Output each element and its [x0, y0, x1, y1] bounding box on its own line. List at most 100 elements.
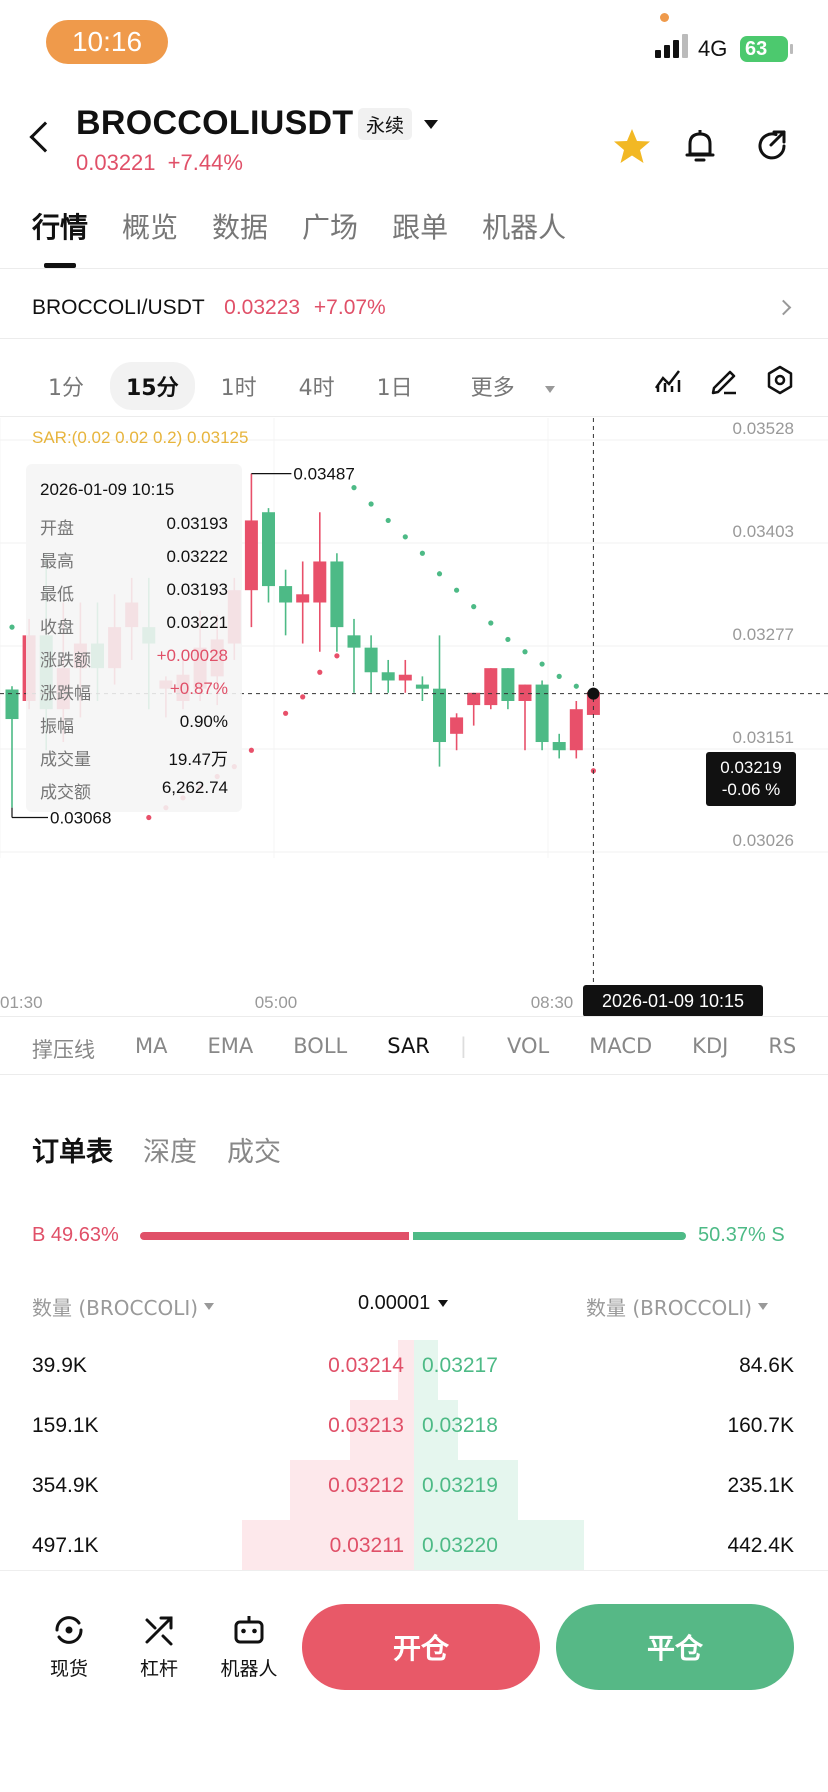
interval-1h[interactable]: 1时 — [220, 376, 257, 401]
sar-dot — [351, 485, 357, 491]
tab-overview[interactable]: 概览 — [122, 211, 179, 244]
indicator-boll[interactable]: BOLL — [293, 1034, 348, 1058]
candle-body — [552, 742, 566, 751]
tab-orderbook[interactable]: 订单表 — [32, 1137, 113, 1168]
sar-indicator-label: SAR:(0.02 0.02 0.2) 0.03125 — [32, 428, 249, 447]
divider — [0, 338, 828, 339]
tab-square[interactable]: 广场 — [302, 211, 359, 244]
info-row: 开盘 0.03193 — [40, 514, 228, 539]
info-value: +0.00028 — [156, 646, 228, 665]
chart-style-icon[interactable] — [652, 364, 684, 396]
x-tick-label: 08:30 — [531, 993, 574, 1012]
spot-pair-row[interactable]: BROCCOLI/USDT 0.03223 +7.07% — [32, 296, 386, 320]
sar-dot — [248, 747, 254, 753]
sell-ratio-label: 50.37% S — [698, 1224, 785, 1246]
interval-15m[interactable]: 15分 — [110, 362, 195, 410]
y-tick-label: 0.03403 — [733, 522, 794, 541]
signal-icon — [655, 34, 688, 58]
contract-type-badge[interactable]: 永续 — [358, 108, 413, 140]
network-type: 4G — [698, 36, 728, 61]
orderbook-row[interactable]: 39.9K 0.03214 0.03217 84.6K — [0, 1340, 828, 1400]
indicator-ema[interactable]: EMA — [207, 1034, 254, 1058]
tab-data[interactable]: 数据 — [212, 211, 269, 244]
open-position-button[interactable]: 开仓 — [302, 1604, 540, 1690]
indicator-ma[interactable]: MA — [135, 1034, 168, 1058]
bid-depth-bar — [350, 1400, 414, 1460]
indicator-support-resistance[interactable]: 撑压线 — [32, 1038, 95, 1062]
orderbook-row[interactable]: 497.1K 0.03211 0.03220 442.4K — [0, 1520, 828, 1580]
info-key: 成交量 — [40, 750, 91, 769]
ask-price[interactable]: 0.03220 — [422, 1534, 498, 1557]
star-icon[interactable] — [612, 126, 652, 166]
crosshair-dot — [587, 687, 600, 700]
tab-depth[interactable]: 深度 — [143, 1137, 197, 1168]
candle-body — [501, 668, 515, 701]
indicator-kdj[interactable]: KDJ — [692, 1034, 729, 1058]
bid-price[interactable]: 0.03213 — [328, 1414, 404, 1437]
tab-copy-trade[interactable]: 跟单 — [392, 211, 449, 244]
bid-price[interactable]: 0.03211 — [329, 1534, 404, 1557]
draw-icon[interactable] — [708, 364, 740, 396]
divider — [0, 268, 828, 269]
spot-icon — [55, 1616, 83, 1644]
candle-body — [433, 688, 446, 743]
bid-price[interactable]: 0.03214 — [328, 1354, 404, 1377]
sar-dot — [436, 571, 443, 577]
info-row: 涨跌幅 +0.87% — [40, 679, 228, 704]
tab-trades[interactable]: 成交 — [227, 1137, 281, 1168]
back-icon[interactable] — [29, 121, 61, 153]
share-icon[interactable] — [752, 126, 792, 166]
interval-1m[interactable]: 1分 — [48, 376, 84, 401]
candle-body — [5, 689, 19, 720]
chevron-right-icon[interactable] — [775, 299, 792, 316]
leverage-icon — [145, 1616, 173, 1646]
bell-icon[interactable] — [680, 126, 720, 166]
sar-dot — [488, 620, 494, 626]
ask-price[interactable]: 0.03219 — [422, 1474, 498, 1497]
indicator-rsi[interactable]: RS — [768, 1034, 797, 1058]
candle-body — [296, 594, 310, 603]
ask-qty: 84.6K — [739, 1354, 794, 1377]
bid-qty-header[interactable]: 数量 (BROCCOLI) — [32, 1292, 215, 1321]
bid-qty: 354.9K — [32, 1474, 99, 1497]
ask-qty-header[interactable]: 数量 (BROCCOLI) — [586, 1292, 769, 1321]
symbol-dropdown-icon[interactable] — [424, 120, 438, 129]
ask-price[interactable]: 0.03218 — [422, 1414, 498, 1437]
indicator-sar[interactable]: SAR — [387, 1034, 430, 1058]
divider — [0, 1074, 828, 1075]
bid-price[interactable]: 0.03212 — [328, 1474, 404, 1497]
y-tick-label: 0.03277 — [733, 625, 794, 644]
interval-4h[interactable]: 4时 — [298, 376, 335, 401]
candle-body — [262, 512, 275, 587]
ask-qty-header-label: 数量 (BROCCOLI) — [586, 1296, 753, 1320]
caret-down-icon — [758, 1303, 769, 1310]
orderbook-row[interactable]: 354.9K 0.03212 0.03219 235.1K — [0, 1460, 828, 1520]
close-position-button[interactable]: 平仓 — [556, 1604, 794, 1690]
main-tabs: 行情 概览 数据 广场 跟单 机器人 — [32, 206, 566, 246]
sar-dot — [556, 673, 562, 679]
y-tick-label: 0.03026 — [733, 831, 794, 850]
contract-symbol[interactable]: BROCCOLIUSDT — [76, 104, 354, 142]
divider — [0, 416, 828, 417]
candle-body — [244, 520, 258, 591]
settings-hex-icon[interactable] — [764, 364, 796, 396]
interval-1d[interactable]: 1日 — [376, 376, 413, 401]
info-value: 0.90% — [179, 712, 228, 731]
sar-dot — [9, 624, 15, 630]
nav-robot[interactable]: 机器人 — [214, 1612, 284, 1681]
low-price-marker: 0.03068 — [50, 809, 111, 828]
orderbook-row[interactable]: 159.1K 0.03213 0.03218 160.7K — [0, 1400, 828, 1460]
nav-leverage[interactable]: 杠杆 — [124, 1612, 194, 1681]
indicator-macd[interactable]: MACD — [589, 1034, 653, 1058]
info-key: 收盘 — [40, 618, 74, 637]
info-key: 振幅 — [40, 717, 74, 736]
tick-size-select[interactable]: 0.00001 — [358, 1292, 449, 1315]
tab-market[interactable]: 行情 — [32, 211, 89, 244]
tab-bot[interactable]: 机器人 — [482, 211, 567, 244]
ask-price[interactable]: 0.03217 — [422, 1354, 498, 1377]
sar-dot — [146, 814, 152, 821]
indicator-vol[interactable]: VOL — [506, 1034, 550, 1058]
orderbook-tabs: 订单表 深度 成交 — [32, 1130, 281, 1169]
interval-more[interactable]: 更多 — [439, 362, 571, 410]
nav-spot[interactable]: 现货 — [34, 1612, 104, 1681]
